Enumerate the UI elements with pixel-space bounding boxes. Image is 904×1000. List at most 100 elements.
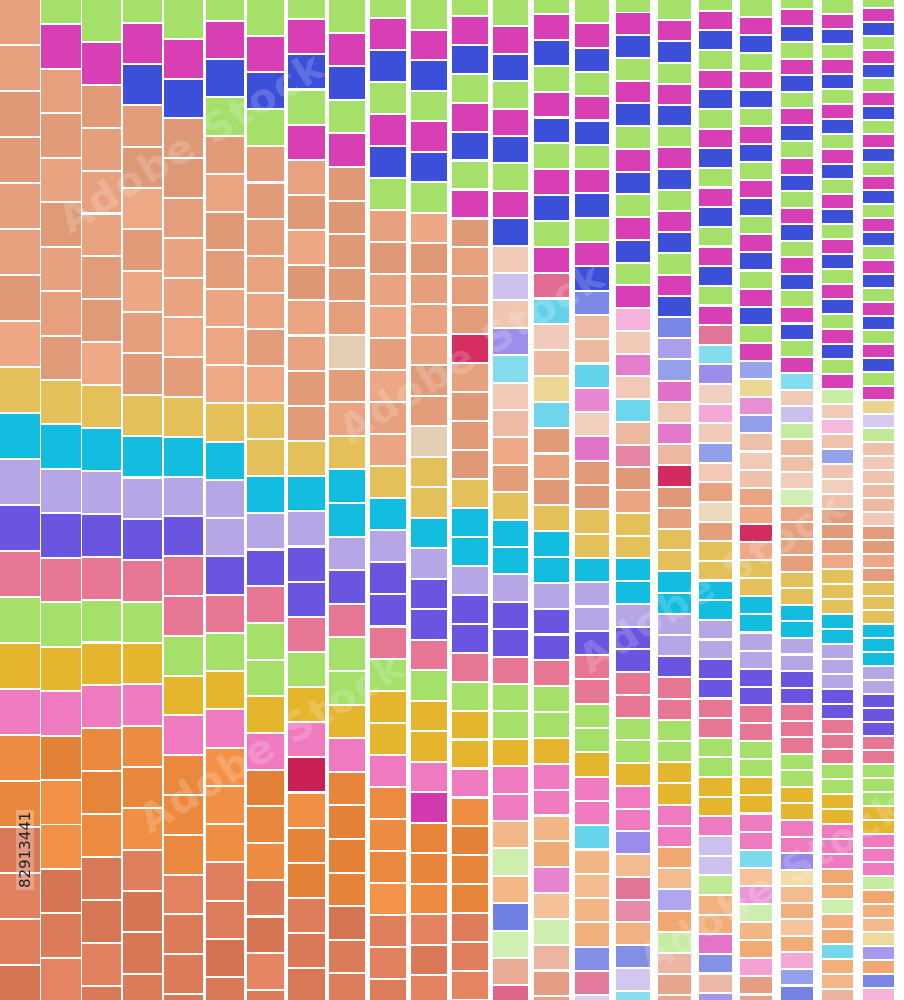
color-tile: [863, 65, 894, 77]
color-tile: [616, 309, 650, 330]
color-tile: [452, 277, 488, 304]
color-tile: [288, 723, 325, 756]
color-tile: [658, 148, 691, 167]
color-tile: [329, 437, 366, 469]
color-tile: [452, 712, 488, 739]
color-tile: [288, 512, 325, 545]
color-tile: [493, 411, 528, 436]
stock-id-label: 82913441: [16, 810, 34, 890]
color-tile: [740, 398, 773, 414]
color-tile: [740, 145, 773, 161]
color-tile: [863, 163, 894, 175]
color-tile: [658, 700, 691, 719]
color-tile: [699, 307, 732, 325]
color-tile: [740, 272, 773, 288]
color-tile: [493, 192, 528, 217]
color-tile: [0, 92, 40, 136]
color-tile: [82, 558, 121, 599]
color-tile: [493, 932, 528, 957]
color-tile: [781, 656, 813, 671]
color-tile: [411, 732, 447, 761]
color-tile: [164, 557, 202, 595]
color-tile: [288, 231, 325, 264]
color-tile: [822, 630, 854, 643]
color-tile: [699, 817, 732, 835]
color-tile: [658, 763, 691, 782]
color-tile: [616, 127, 650, 148]
color-tile: [863, 373, 894, 385]
color-tile: [863, 625, 894, 637]
color-tile: [740, 742, 773, 758]
color-tile: [493, 767, 528, 792]
color-tile: [740, 308, 773, 324]
color-tile: [288, 337, 325, 370]
color-tile: [822, 930, 854, 943]
color-tile: [822, 225, 854, 238]
color-tile: [658, 318, 691, 337]
color-tile: [123, 313, 162, 352]
color-tile: [206, 290, 244, 326]
color-tile: [616, 810, 650, 831]
color-tile: [82, 0, 121, 41]
color-tile: [534, 222, 569, 246]
color-tile: [247, 918, 285, 953]
color-tile: [781, 308, 813, 323]
color-tile: [863, 555, 894, 567]
color-tile: [822, 90, 854, 103]
color-tile: [740, 471, 773, 487]
color-tile: [863, 37, 894, 49]
color-tile: [164, 955, 202, 993]
color-tile: [822, 45, 854, 58]
color-tile: [288, 969, 325, 1000]
color-tile: [740, 561, 773, 577]
color-tile: [534, 351, 569, 375]
color-tile: [822, 570, 854, 583]
color-tile: [822, 375, 854, 388]
color-tile: [493, 822, 528, 847]
color-tile: [822, 690, 854, 703]
color-tile: [658, 615, 691, 634]
color-tile: [493, 329, 528, 354]
color-tile: [740, 72, 773, 88]
color-tile: [822, 780, 854, 793]
color-tile: [699, 857, 732, 875]
color-tile: [863, 877, 894, 889]
color-tile: [164, 358, 202, 396]
color-tile: [493, 548, 528, 573]
color-tile: [822, 390, 854, 403]
color-tile: [699, 660, 732, 678]
color-tile: [781, 0, 813, 8]
color-tile: [534, 325, 569, 349]
color-tile: [575, 267, 609, 289]
color-tile: [575, 559, 609, 581]
color-tile: [164, 637, 202, 675]
color-tile: [370, 628, 406, 658]
color-tile: [699, 778, 732, 796]
color-tile: [452, 799, 488, 826]
color-tile: [699, 51, 732, 69]
color-tile: [493, 466, 528, 491]
color-tile: [616, 0, 650, 12]
color-tile: [616, 514, 650, 535]
color-tile: [740, 380, 773, 396]
color-tile: [616, 537, 650, 558]
color-tile: [411, 305, 447, 334]
color-tile: [699, 739, 732, 757]
color-tile: [781, 407, 813, 422]
color-tile: [247, 551, 285, 586]
color-tile: [0, 506, 40, 550]
color-tile: [247, 257, 285, 292]
color-tile: [206, 557, 244, 593]
color-tile: [699, 385, 732, 403]
color-tile: [164, 478, 202, 516]
color-tile: [411, 580, 447, 609]
color-tile: [616, 992, 650, 1000]
color-tile: [41, 203, 81, 246]
color-tile: [206, 175, 244, 211]
color-tile: [329, 571, 366, 603]
color-tile: [575, 146, 609, 168]
color-tile: [658, 530, 691, 549]
color-tile: [206, 251, 244, 287]
color-tile: [740, 109, 773, 125]
color-tile: [123, 354, 162, 393]
